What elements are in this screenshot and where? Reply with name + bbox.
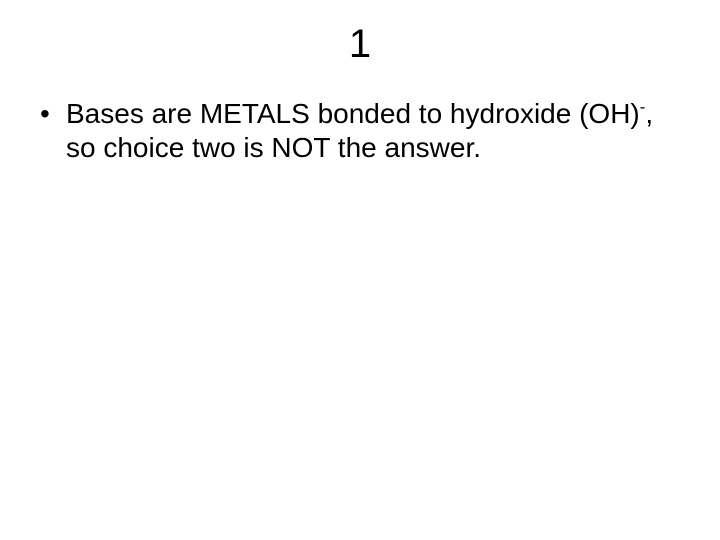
bullet-list: Bases are METALS bonded to hydroxide (OH… — [0, 97, 720, 164]
slide-title: 1 — [0, 0, 720, 97]
bullet-item: Bases are METALS bonded to hydroxide (OH… — [36, 97, 680, 164]
bullet-text-part1: Bases are METALS bonded to hydroxide (OH… — [66, 98, 640, 129]
